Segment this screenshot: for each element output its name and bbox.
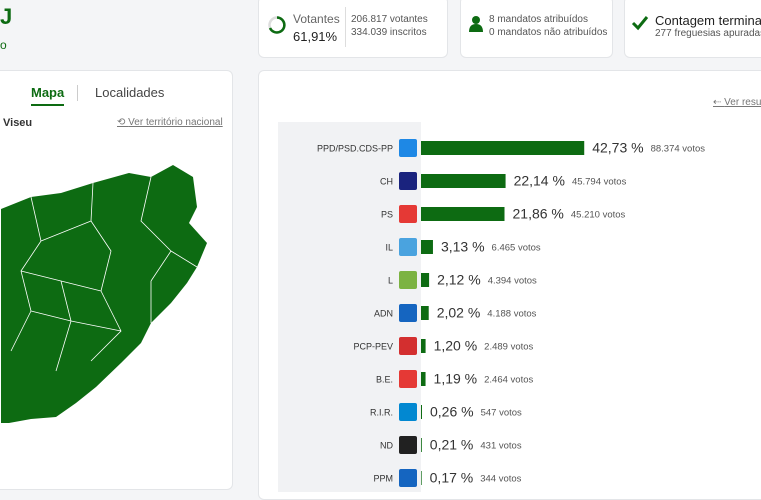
votes-label: 2.464 votos [484,375,533,386]
votes-label: 45.210 votos [571,210,626,221]
party-logo [399,139,417,157]
region: Viseu [3,117,33,129]
party-logo [399,403,417,421]
seats-card: 8 mandatos atribuídos 0 mandatos não atr… [460,0,613,58]
party-logo [399,271,417,289]
voters-card: Votantes 61,91% 206.817 votantes 334.039… [258,0,448,58]
percent-label: 42,73 % [592,140,643,156]
back-link[interactable]: ⟲ Ver território nacional [117,117,223,128]
party-name: ND [380,440,393,450]
bar [421,207,505,221]
percent-label: 21,86 % [513,206,564,222]
bar [421,273,430,287]
bar [421,372,426,386]
map-region[interactable] [1,165,207,423]
bar [421,240,433,254]
party-name: IL [385,242,393,252]
bar [421,405,422,419]
voters-label: Votantes [293,12,340,26]
percent-label: 1,20 % [434,338,478,354]
title: J [0,4,13,29]
party-logo [399,304,417,322]
party-name: R.I.R. [370,407,393,417]
party-logo [399,238,417,256]
map-borders [10,176,198,372]
results-link-text[interactable]: Ver resul [724,97,761,108]
tab[interactable]: Mapa [31,85,65,106]
percent-label: 3,13 % [441,239,485,255]
party-name: PS [381,209,393,219]
votes-label: 6.465 votos [492,243,541,254]
seats-assigned: 8 mandatos atribuídos [489,14,588,25]
parishes: 277 freguesias apuradas [655,28,761,39]
person-icon [469,16,483,32]
votes-label: 2.489 votos [484,342,533,353]
votes-label: 45.794 votos [572,177,627,188]
party-name: ADN [374,308,393,318]
bar [421,306,429,320]
subtitle: o [0,38,7,52]
registered: 334.039 inscritos [351,27,427,38]
party-name: CH [380,176,393,186]
divider [77,85,78,101]
bar [421,174,506,188]
map [1,165,207,423]
percent-label: 22,14 % [514,173,565,189]
votes-label: 344 votos [480,474,521,485]
party-logo [399,469,417,487]
results-link[interactable]: ⇠ Ver resul [713,97,761,108]
map-panel: Mapa Localidades Viseu ⟲ Ver território … [0,70,233,490]
party-name: PPM [373,473,393,483]
divider [345,7,346,47]
tab[interactable]: Localidades [95,85,165,100]
votes-label: 431 votos [480,441,521,452]
percent-label: 2,12 % [437,272,481,288]
percent-label: 1,19 % [434,371,478,387]
percent-label: 0,26 % [430,404,474,420]
back-link-text[interactable]: Ver território nacional [128,117,223,128]
progress-icon [268,16,286,34]
votes-label: 4.188 votos [487,309,536,320]
percent-label: 2,02 % [437,305,481,321]
party-logo [399,370,417,388]
voters-percent: 61,91% [293,29,338,44]
count-status: Contagem termina [655,13,761,28]
bar [421,339,426,353]
party-logo [399,172,417,190]
bar [421,438,422,452]
votes-label: 88.374 votos [651,144,706,155]
check-icon [631,16,649,31]
party-name: L [388,275,393,285]
percent-label: 0,17 % [430,470,474,486]
seats-unassigned: 0 mandatos não atribuídos [489,27,608,38]
party-logo [399,436,417,454]
votes-label: 4.394 votos [488,276,537,287]
votes-label: 547 votos [481,408,522,419]
count-card: Contagem termina 277 freguesias apuradas [624,0,761,58]
party-logo [399,337,417,355]
party-name: PCP-PEV [353,341,393,351]
voters: 206.817 votantes [351,14,428,25]
label-band [278,122,421,492]
bar [421,141,585,155]
party-logo [399,205,417,223]
party-name: PPD/PSD.CDS-PP [317,143,393,153]
party-name: B.E. [376,374,393,384]
bar [421,471,422,485]
percent-label: 0,21 % [430,437,474,453]
